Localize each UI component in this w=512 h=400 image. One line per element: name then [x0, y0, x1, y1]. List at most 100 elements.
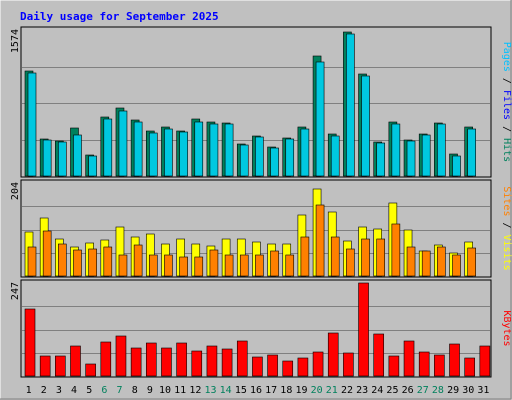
bar-sites-day-25: [391, 223, 401, 277]
legend-separator: /: [501, 120, 512, 138]
bar-sites-day-7: [118, 254, 128, 277]
panel-hits: 1574 Pages / Files / Hits: [10, 26, 512, 178]
bar-kbytes-day-29: [449, 343, 460, 377]
bar-sites-day-14: [224, 254, 234, 277]
x-tick-label: 2: [41, 385, 47, 396]
x-tick-label: 29: [447, 385, 459, 396]
bar-kbytes-day-8: [130, 347, 142, 377]
x-tick-label: 5: [86, 385, 92, 396]
x-tick-label: 20: [311, 385, 323, 396]
bar-files-day-1: [27, 72, 37, 177]
bar-kbytes-day-9: [145, 342, 157, 377]
x-tick-label: 10: [159, 385, 171, 396]
x-tick-label: 21: [326, 385, 338, 396]
panel-max-label: 1574: [10, 29, 21, 53]
x-tick-label: 6: [101, 385, 107, 396]
bar-sites-day-24: [376, 238, 386, 277]
x-tick-label: 1: [26, 385, 32, 396]
x-tick-label: 22: [341, 385, 353, 396]
x-tick-label: 11: [174, 385, 186, 396]
x-tick-label: 24: [371, 385, 383, 396]
x-tick-label: 18: [280, 385, 292, 396]
bar-kbytes-day-10: [161, 347, 172, 377]
bar-kbytes-day-6: [100, 341, 112, 377]
bar-sites-day-15: [239, 254, 249, 277]
bar-files-day-12: [194, 121, 204, 177]
bar-files-day-13: [209, 123, 219, 177]
bar-files-day-7: [118, 110, 128, 177]
bar-sites-day-26: [406, 246, 416, 277]
legend-kbytes: KBytes: [501, 310, 512, 346]
panel-kbytes: 247 KBytes: [10, 279, 512, 378]
bar-kbytes-day-4: [70, 345, 81, 377]
chart-title: Daily usage for September 2025: [20, 10, 219, 23]
panel-legend: Sites / Visits: [501, 186, 512, 270]
bar-sites-day-16: [255, 254, 264, 277]
bar-files-day-26: [406, 140, 416, 177]
panel-max-label: 247: [10, 282, 21, 300]
bar-kbytes-day-20: [312, 351, 324, 377]
bar-files-day-14: [224, 123, 234, 177]
bar-files-day-23: [361, 75, 370, 177]
legend-visits: Visits: [501, 235, 512, 271]
bar-kbytes-day-17: [267, 354, 278, 377]
bar-sites-day-3: [58, 243, 67, 277]
bar-kbytes-day-27: [418, 351, 430, 377]
bar-kbytes-day-19: [297, 357, 309, 377]
bar-kbytes-day-24: [373, 333, 385, 377]
bar-sites-day-30: [467, 247, 476, 277]
bar-kbytes-day-14: [221, 348, 233, 377]
x-tick-label: 19: [295, 385, 307, 396]
x-tick-label: 30: [462, 385, 474, 396]
x-tick-label: 13: [204, 385, 216, 396]
bar-files-day-10: [164, 128, 173, 177]
bar-sites-day-29: [452, 254, 461, 277]
x-tick-label: 28: [432, 385, 444, 396]
bar-files-day-16: [255, 136, 264, 177]
bar-sites-day-22: [346, 248, 355, 277]
legend-hits: Hits: [501, 138, 512, 162]
bar-kbytes-day-3: [55, 355, 66, 377]
x-tick-label: 4: [71, 385, 77, 396]
bar-files-day-6: [103, 118, 113, 177]
bar-files-day-5: [88, 155, 97, 177]
legend-pages: Pages: [501, 42, 512, 72]
bar-files-day-30: [467, 128, 476, 177]
bar-sites-day-13: [209, 249, 219, 277]
legend-sites: Sites: [501, 186, 512, 216]
panel-legend: Pages / Files / Hits: [501, 42, 512, 162]
panel-legend: KBytes: [501, 310, 512, 346]
bar-files-day-22: [346, 33, 355, 177]
bar-files-day-2: [42, 139, 52, 177]
bar-sites-day-21: [330, 236, 340, 277]
legend-separator: /: [501, 216, 512, 234]
bar-sites-day-17: [270, 250, 279, 277]
bar-kbytes-day-28: [434, 354, 445, 377]
bar-kbytes-day-30: [464, 357, 475, 377]
bar-files-day-27: [421, 134, 431, 177]
bar-sites-day-20: [315, 204, 325, 277]
bar-kbytes-day-5: [85, 363, 96, 377]
bar-files-day-11: [179, 131, 188, 177]
bar-sites-day-19: [300, 236, 310, 277]
bar-sites-day-23: [361, 238, 370, 277]
bar-sites-day-27: [421, 250, 431, 277]
bar-files-day-9: [148, 132, 158, 177]
bar-files-day-15: [239, 144, 249, 177]
x-tick-label: 17: [265, 385, 277, 396]
legend-files: Files: [501, 90, 512, 120]
bar-kbytes-day-11: [176, 342, 187, 377]
bar-sites-day-8: [133, 244, 143, 277]
bar-sites-day-4: [73, 249, 82, 277]
bar-files-day-19: [300, 128, 310, 177]
bar-files-day-17: [270, 147, 279, 177]
panel-visits: 204 Sites / Visits: [10, 179, 512, 278]
bar-sites-day-6: [103, 246, 113, 277]
x-tick-label: 31: [477, 385, 489, 396]
bar-files-day-3: [58, 141, 67, 177]
x-axis-labels: 1 2 3 4 5 6 7 8 9 10 11 12 13 14 15 16 17 18 19 20 21 22 23 24 2…: [26, 385, 490, 396]
bar-sites-day-28: [437, 246, 446, 277]
bar-files-day-21: [330, 135, 340, 177]
bar-sites-day-9: [148, 254, 158, 277]
bar-kbytes-day-22: [343, 352, 354, 377]
